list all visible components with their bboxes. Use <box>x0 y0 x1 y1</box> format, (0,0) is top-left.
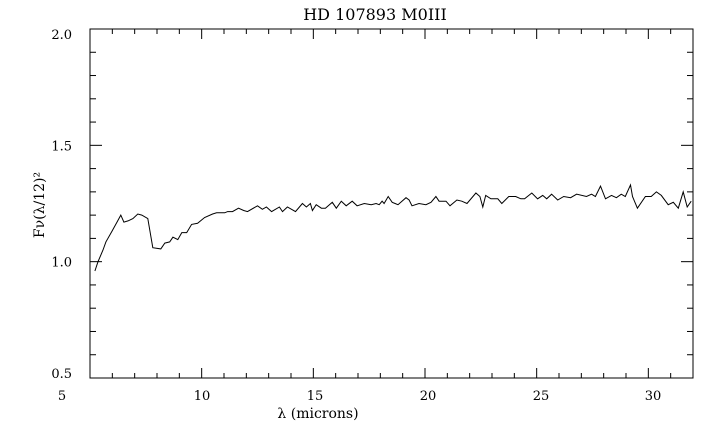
y-tick-label: 1.5 <box>51 139 72 154</box>
x-tick-labels: 5 10 15 20 25 30 <box>58 389 661 404</box>
chart-title: HD 107893 M0III <box>303 5 447 24</box>
plot-frame <box>89 28 694 379</box>
x-tick-label: 20 <box>420 389 437 404</box>
x-tick-label: 15 <box>307 389 324 404</box>
y-tick-label: 1.0 <box>51 256 72 271</box>
y-tick-labels: 0.5 1.0 1.5 2.0 <box>51 28 72 382</box>
y-tick-label: 0.5 <box>51 367 72 382</box>
y-tick-label: 2.0 <box>51 28 72 43</box>
x-axis-label: λ (microns) <box>277 406 358 422</box>
x-tick-label: 10 <box>194 389 211 404</box>
x-tick-label: 25 <box>533 389 550 404</box>
spectrum-line <box>94 183 692 272</box>
axis-ticks <box>89 28 694 379</box>
x-tick-label: 5 <box>58 389 66 404</box>
x-tick-label: 30 <box>645 389 662 404</box>
y-axis-label: Fν(λ/12)² <box>32 172 48 238</box>
